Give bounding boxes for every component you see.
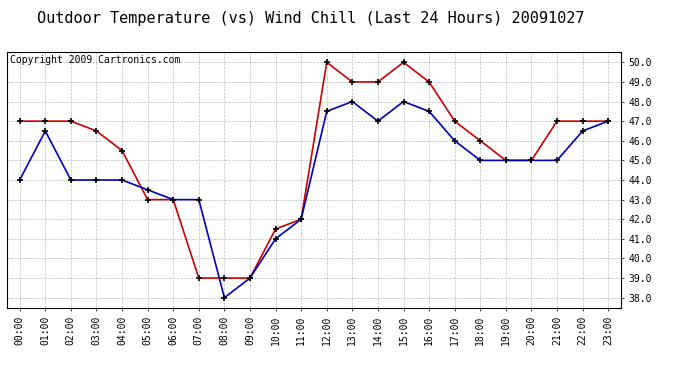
Text: Outdoor Temperature (vs) Wind Chill (Last 24 Hours) 20091027: Outdoor Temperature (vs) Wind Chill (Las… (37, 11, 584, 26)
Text: Copyright 2009 Cartronics.com: Copyright 2009 Cartronics.com (10, 55, 180, 65)
